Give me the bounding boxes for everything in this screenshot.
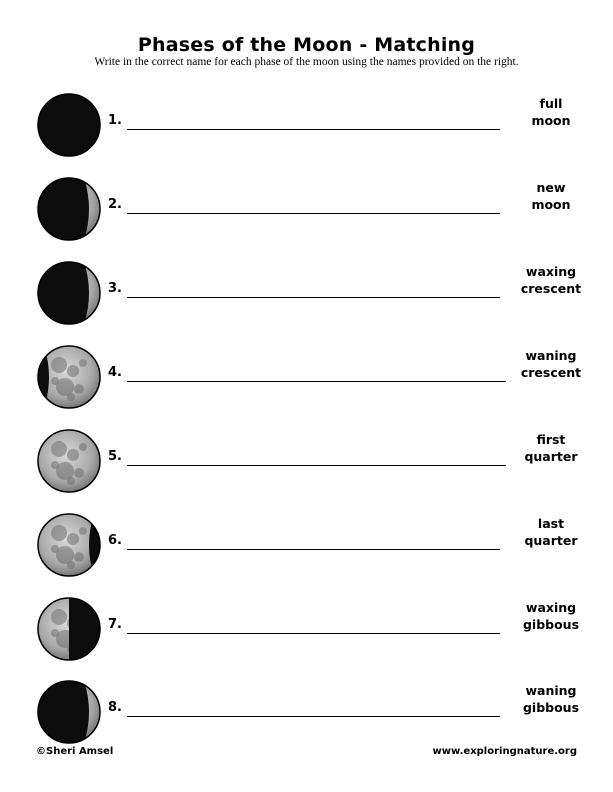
word-bank-line: gibbous [522,700,580,715]
moon-phase-icon [35,427,103,495]
page-title: Phases of the Moon - Matching [137,34,476,56]
word-bank-line: waning [525,348,577,363]
moon-phase-icon [35,91,103,159]
word-bank-line: full [539,96,563,111]
matching-row: 8. waning gibbous [0,678,613,762]
moon-phase-icon [35,595,103,663]
word-bank-item: waning gibbous [510,682,592,716]
instructions: Write in the correct name for each phase… [94,56,519,68]
moon-phase-icon [35,175,103,243]
moon-phase-icon [35,259,103,327]
website-link[interactable]: www.exploringnature.org [432,746,577,757]
answer-line[interactable] [127,633,500,634]
word-bank-item: first quarter [510,431,592,465]
word-bank-line: crescent [520,281,582,296]
answer-line[interactable] [127,381,506,382]
word-bank-line: first [536,432,566,447]
matching-row: 4. waning crescent [0,343,613,427]
matching-row: 3. waxing crescent [0,259,613,343]
matching-row: 1. full moon [0,91,613,175]
matching-row: 6. last quarter [0,511,613,595]
word-bank-line: crescent [520,365,582,380]
moon-phase-icon [35,511,103,579]
answer-line[interactable] [127,213,500,214]
word-bank-line: gibbous [522,617,580,632]
item-number: 5. [108,449,122,464]
item-number: 4. [108,365,122,380]
word-bank-line: moon [531,197,571,212]
word-bank-line: moon [531,113,571,128]
matching-row: 2. new moon [0,175,613,259]
matching-row: 7. waxing gibbous [0,595,613,679]
item-number: 7. [108,617,122,632]
word-bank-line: waxing [525,600,577,615]
item-number: 8. [108,700,122,715]
moon-phase-icon [35,678,103,746]
word-bank-line: waxing [525,264,577,279]
word-bank-item: full moon [510,95,592,129]
word-bank-item: new moon [510,179,592,213]
word-bank-line: last [537,516,565,531]
word-bank-line: quarter [524,449,578,464]
word-bank-line: waning [525,683,577,698]
answer-line[interactable] [127,297,500,298]
answer-line[interactable] [127,549,500,550]
word-bank-item: waning crescent [510,347,592,381]
moon-phase-icon [35,343,103,411]
copyright: ©Sheri Amsel [36,746,114,757]
word-bank-line: new [536,180,566,195]
answer-line[interactable] [127,465,506,466]
answer-line[interactable] [127,129,500,130]
word-bank-line: quarter [524,533,578,548]
answer-line[interactable] [127,716,500,717]
word-bank-item: last quarter [510,515,592,549]
word-bank-item: waxing gibbous [510,599,592,633]
item-number: 6. [108,533,122,548]
item-number: 2. [108,197,122,212]
item-number: 1. [108,113,122,128]
item-number: 3. [108,281,122,296]
word-bank-item: waxing crescent [510,263,592,297]
matching-row: 5. first quarter [0,427,613,511]
